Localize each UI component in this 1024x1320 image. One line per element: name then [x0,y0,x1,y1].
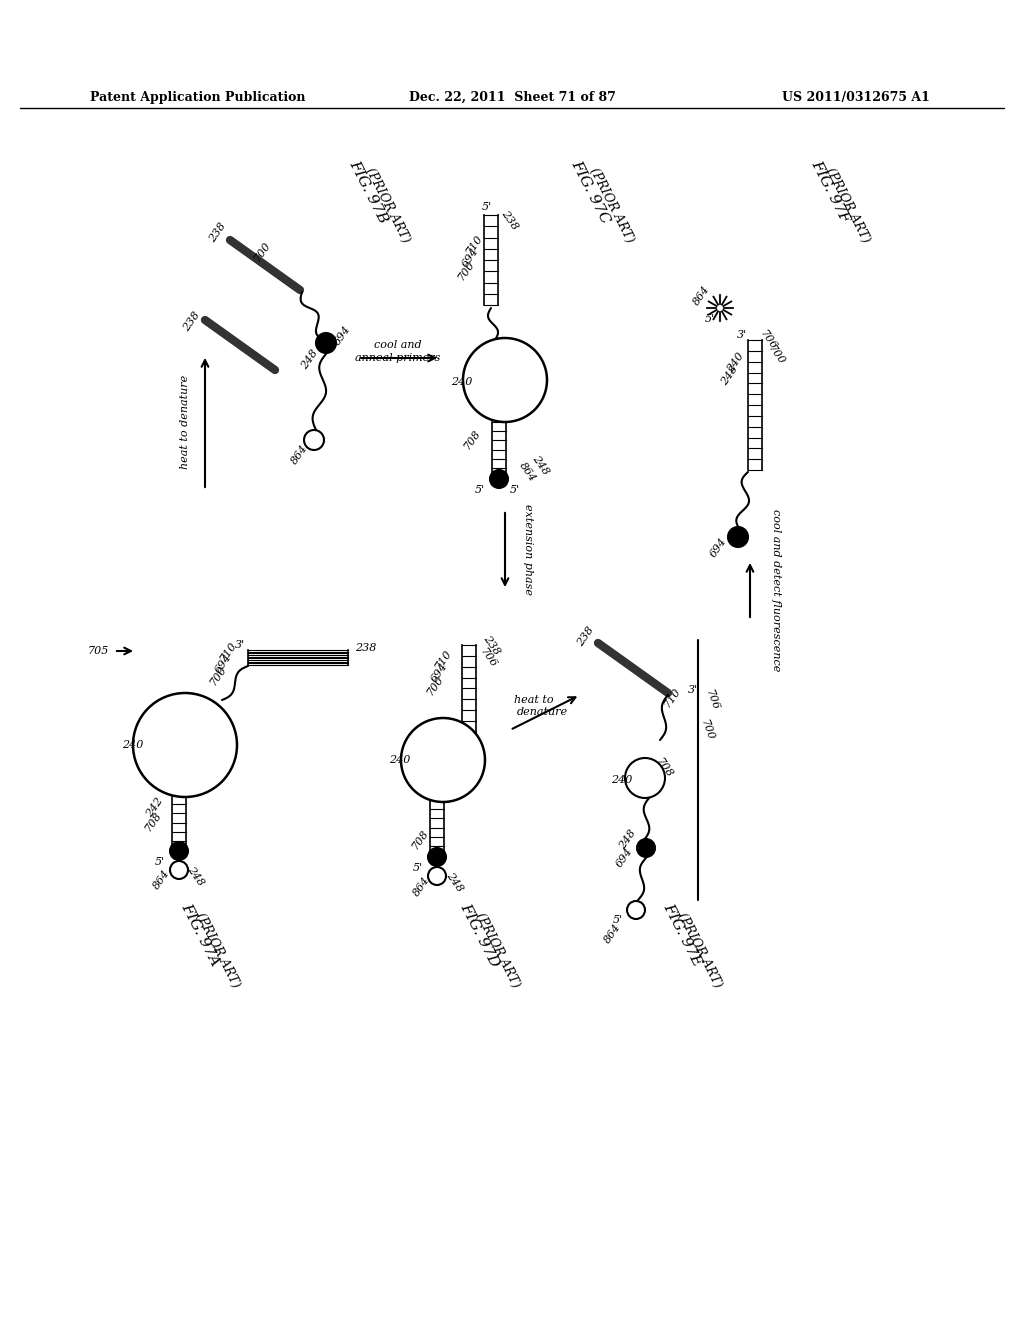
Text: 710: 710 [218,640,239,664]
Text: 248: 248 [720,364,740,388]
Text: 864: 864 [290,444,310,467]
Text: denature: denature [516,708,567,717]
Text: (PRIOR ART): (PRIOR ART) [194,911,243,990]
Text: 238: 238 [182,310,202,334]
Text: FIG. 97E: FIG. 97E [660,902,703,969]
Text: 694: 694 [429,661,450,685]
Circle shape [316,333,336,352]
Text: 694: 694 [708,536,728,560]
Text: FIG. 97D: FIG. 97D [458,900,502,969]
Text: 238: 238 [575,626,596,648]
Circle shape [170,842,188,861]
Text: 5': 5' [510,484,520,495]
Text: heat to: heat to [514,696,554,705]
Circle shape [728,527,748,546]
Circle shape [637,840,655,857]
Text: (PRIOR ART): (PRIOR ART) [473,911,522,990]
Text: (PRIOR ART): (PRIOR ART) [676,911,725,990]
Text: 248: 248 [617,829,638,851]
Text: 864: 864 [152,869,172,891]
Text: FIG. 97C: FIG. 97C [568,158,612,226]
Text: 705: 705 [87,645,109,656]
Circle shape [463,338,547,422]
Text: 5': 5' [482,202,493,213]
Text: (PRIOR ART): (PRIOR ART) [823,165,872,244]
Circle shape [170,861,188,879]
Circle shape [428,847,446,866]
Text: 3': 3' [234,640,245,649]
Text: 708: 708 [410,829,430,851]
Text: Patent Application Publication: Patent Application Publication [90,91,305,103]
Text: 864: 864 [517,461,538,483]
Text: 864: 864 [412,875,432,899]
Circle shape [627,902,645,919]
Text: FIG. 97B: FIG. 97B [346,158,390,226]
Text: 238: 238 [208,222,228,244]
Text: 700: 700 [766,343,786,367]
Text: extension phase: extension phase [523,504,534,595]
Text: 248: 248 [300,348,321,372]
Circle shape [401,718,485,803]
Text: 694: 694 [613,846,634,870]
Text: 238: 238 [355,643,377,653]
Text: 700: 700 [425,675,445,698]
Text: cool and detect fluorescence: cool and detect fluorescence [771,508,781,671]
Text: 248: 248 [444,870,465,894]
Text: 242: 242 [144,796,165,820]
Text: 3': 3' [688,685,698,696]
Text: 700: 700 [252,240,272,264]
Text: 240: 240 [122,741,143,750]
Text: Dec. 22, 2011  Sheet 71 of 87: Dec. 22, 2011 Sheet 71 of 87 [409,91,615,103]
Text: 710: 710 [662,686,682,710]
Text: US 2011/0312675 A1: US 2011/0312675 A1 [782,91,930,103]
Text: heat to denature: heat to denature [180,375,190,469]
Text: 708: 708 [142,810,163,834]
Text: 240: 240 [389,755,411,766]
Text: cool and: cool and [374,341,422,350]
Text: FIG. 97A: FIG. 97A [178,902,222,969]
Text: 248: 248 [530,453,551,477]
Text: 706: 706 [478,647,499,669]
Text: 238: 238 [481,634,502,656]
Text: 5': 5' [705,314,715,323]
Text: 5': 5' [613,915,623,925]
Text: 700: 700 [456,259,476,282]
Text: 700: 700 [208,664,228,688]
Text: 694: 694 [213,652,233,676]
Circle shape [490,470,508,488]
Text: 864: 864 [603,923,624,945]
Text: (PRIOR ART): (PRIOR ART) [588,165,637,244]
Text: 700: 700 [698,718,716,742]
Circle shape [428,867,446,884]
Text: 240: 240 [611,775,633,785]
Text: 864: 864 [692,284,713,308]
Text: 238: 238 [500,209,520,231]
Text: 706: 706 [758,329,778,351]
Circle shape [304,430,324,450]
Text: 5': 5' [155,857,165,867]
Text: 248: 248 [185,865,206,887]
Text: 706: 706 [703,688,720,711]
Text: 710: 710 [433,648,454,672]
Text: 240: 240 [726,351,746,375]
Circle shape [133,693,237,797]
Text: 3': 3' [737,330,748,341]
Text: FIG. 97F: FIG. 97F [808,158,852,226]
Text: 5': 5' [475,484,485,495]
Text: 694: 694 [332,325,352,347]
Text: anneal primers: anneal primers [355,352,440,363]
Text: 708: 708 [462,429,482,451]
Text: 710: 710 [464,234,484,256]
Text: 694: 694 [460,247,480,269]
Text: 240: 240 [452,378,473,387]
Text: 5': 5' [413,863,423,873]
Text: (PRIOR ART): (PRIOR ART) [364,165,413,244]
Text: 708: 708 [653,756,674,780]
Circle shape [625,758,665,799]
